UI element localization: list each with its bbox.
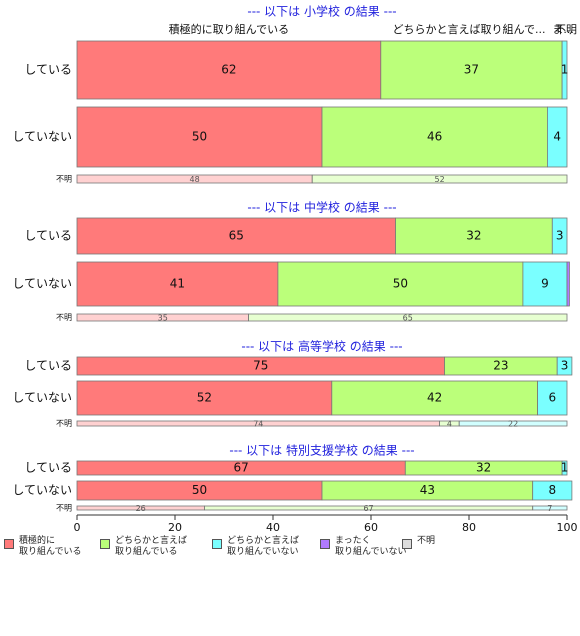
row-label-1-1: していない <box>12 277 72 291</box>
row-label-3-1: していない <box>12 483 72 497</box>
bar-segment-3-1-2 <box>532 480 573 501</box>
bar-value-label-3-1-0: 50 <box>192 483 207 497</box>
bar-segment-1-1-1 <box>277 261 524 307</box>
x-tick-label-5: 100 <box>557 521 578 534</box>
bar-value-label-1-1-0: 41 <box>170 277 185 291</box>
bar-value-label-1-0-0: 65 <box>229 229 244 243</box>
row-label-1-2: 不明 <box>56 313 72 322</box>
bar-segment-3-2-2 <box>532 505 568 511</box>
bar-value-label-3-0-1: 32 <box>476 461 491 475</box>
legend-item-3: まったく 取り組んでいない <box>320 536 407 558</box>
bar-value-label-0-0-2: 1 <box>561 63 569 77</box>
bar-segment-3-0-2 <box>561 460 568 476</box>
bar-value-label-2-1-2: 6 <box>548 391 556 405</box>
x-tick-label-0: 0 <box>74 521 81 534</box>
bar-value-label-3-1-1: 43 <box>420 483 435 497</box>
bar-segment-2-1-2 <box>537 380 568 416</box>
bar-value-label-3-2-2: 7 <box>547 504 552 513</box>
bar-value-label-2-0-1: 23 <box>493 359 508 373</box>
top-category-label-1: どちらかと言えば取り組んで... <box>393 23 546 36</box>
legend-label: 積極的に 取り組んでいる <box>19 536 82 557</box>
bar-value-label-2-2-2: 22 <box>508 420 518 429</box>
bar-segment-1-0-2 <box>551 217 568 255</box>
top-category-label-3: 不明 <box>555 23 577 36</box>
bar-segment-1-1-0 <box>76 261 279 307</box>
x-tick-label-4: 80 <box>462 521 476 534</box>
bar-value-label-2-1-0: 52 <box>197 391 212 405</box>
row-label-1-0: している <box>24 229 72 243</box>
bar-value-label-1-0-2: 3 <box>556 229 564 243</box>
bar-segment-1-1-2 <box>522 261 568 307</box>
bar-value-label-3-2-1: 67 <box>363 504 373 513</box>
bar-value-label-3-2-0: 26 <box>136 504 146 513</box>
panel-title-3: --- 以下は 特別支援学校 の結果 --- <box>229 443 414 458</box>
bar-segment-0-0-1 <box>380 40 563 100</box>
bar-value-label-3-0-2: 1 <box>561 461 569 475</box>
legend-item-2: どちらかと言えば 取り組んでいない <box>212 536 299 558</box>
bar-value-label-0-0-0: 62 <box>221 63 236 77</box>
bar-value-label-1-2-1: 65 <box>403 314 413 323</box>
bar-value-label-2-0-2: 3 <box>561 359 569 373</box>
legend-swatch <box>100 539 110 549</box>
bar-segment-2-1-0 <box>76 380 333 416</box>
legend-swatch <box>212 539 222 549</box>
bar-segment-1-2-1 <box>248 313 568 322</box>
bar-value-label-0-2-1: 52 <box>435 175 445 184</box>
legend-item-0: 積極的に 取り組んでいる <box>4 536 82 558</box>
row-label-0-1: していない <box>12 130 72 144</box>
bar-value-label-0-2-0: 48 <box>190 175 200 184</box>
bar-value-label-2-2-1: 4 <box>447 420 452 429</box>
row-label-0-0: している <box>24 63 72 77</box>
legend-item-1: どちらかと言えば 取り組んでいる <box>100 536 187 558</box>
legend-swatch <box>320 539 330 549</box>
legend-item-4: 不明 <box>402 536 435 549</box>
bar-segment-1-0-1 <box>395 217 553 255</box>
bar-segment-0-1-2 <box>547 106 568 168</box>
legend-label: 不明 <box>417 536 436 546</box>
bar-segment-1-1-3 <box>566 261 570 307</box>
bar-value-label-1-2-0: 35 <box>158 314 168 323</box>
panel-title-0: --- 以下は 小学校 の結果 --- <box>247 4 396 19</box>
bar-value-label-3-1-2: 8 <box>548 483 556 497</box>
legend-label: まったく 取り組んでいない <box>335 536 407 557</box>
legend-label: どちらかと言えば 取り組んでいる <box>115 536 188 557</box>
stacked-bar-chart: --- 以下は 小学校 の結果 --- 積極的に取り組んでいる どちらかと言えば取り… <box>12 4 578 535</box>
bar-segment-2-0-2 <box>556 356 573 376</box>
bar-segment-2-2-2 <box>458 420 568 427</box>
bar-value-label-0-1-0: 50 <box>192 130 207 144</box>
bar-value-label-2-1-1: 42 <box>427 391 442 405</box>
bar-value-label-2-2-0: 74 <box>253 420 263 429</box>
panel-title-1: --- 以下は 中学校 の結果 --- <box>247 200 396 215</box>
bar-segment-0-1-1 <box>321 106 548 168</box>
x-tick-label-3: 60 <box>364 521 378 534</box>
bar-segment-0-2-1 <box>311 174 568 184</box>
bar-value-label-0-0-1: 37 <box>464 63 479 77</box>
top-category-label-2: ま... <box>552 23 574 36</box>
bar-value-label-0-1-1: 46 <box>427 130 442 144</box>
x-tick-label-2: 40 <box>266 521 280 534</box>
bar-value-label-2-0-0: 75 <box>253 359 268 373</box>
panel-title-2: --- 以下は 高等学校 の結果 --- <box>241 339 402 354</box>
bar-value-label-1-1-1: 50 <box>393 277 408 291</box>
bar-value-label-3-0-0: 67 <box>234 461 249 475</box>
chart-legend: 積極的に 取り組んでいる どちらかと言えば 取り組んでいる どちらかと言えば 取り組… <box>4 536 576 576</box>
bar-value-label-1-0-1: 32 <box>466 229 481 243</box>
row-label-3-0: している <box>24 461 72 475</box>
row-label-2-0: している <box>24 359 72 373</box>
row-label-0-2: 不明 <box>56 175 72 184</box>
bar-value-label-1-1-2: 9 <box>541 277 549 291</box>
row-label-2-2: 不明 <box>56 419 72 428</box>
legend-swatch <box>4 539 14 549</box>
legend-swatch <box>402 539 412 549</box>
bar-segment-2-1-1 <box>331 380 538 416</box>
bar-value-label-0-1-2: 4 <box>553 130 561 144</box>
row-label-3-2: 不明 <box>56 504 72 513</box>
bar-segment-0-0-2 <box>561 40 568 100</box>
row-label-2-1: していない <box>12 391 72 405</box>
legend-label: どちらかと言えば 取り組んでいない <box>227 536 300 557</box>
x-tick-label-1: 20 <box>168 521 182 534</box>
top-category-label-0: 積極的に取り組んでいる <box>169 22 289 36</box>
bar-segment-0-1-0 <box>76 106 323 168</box>
